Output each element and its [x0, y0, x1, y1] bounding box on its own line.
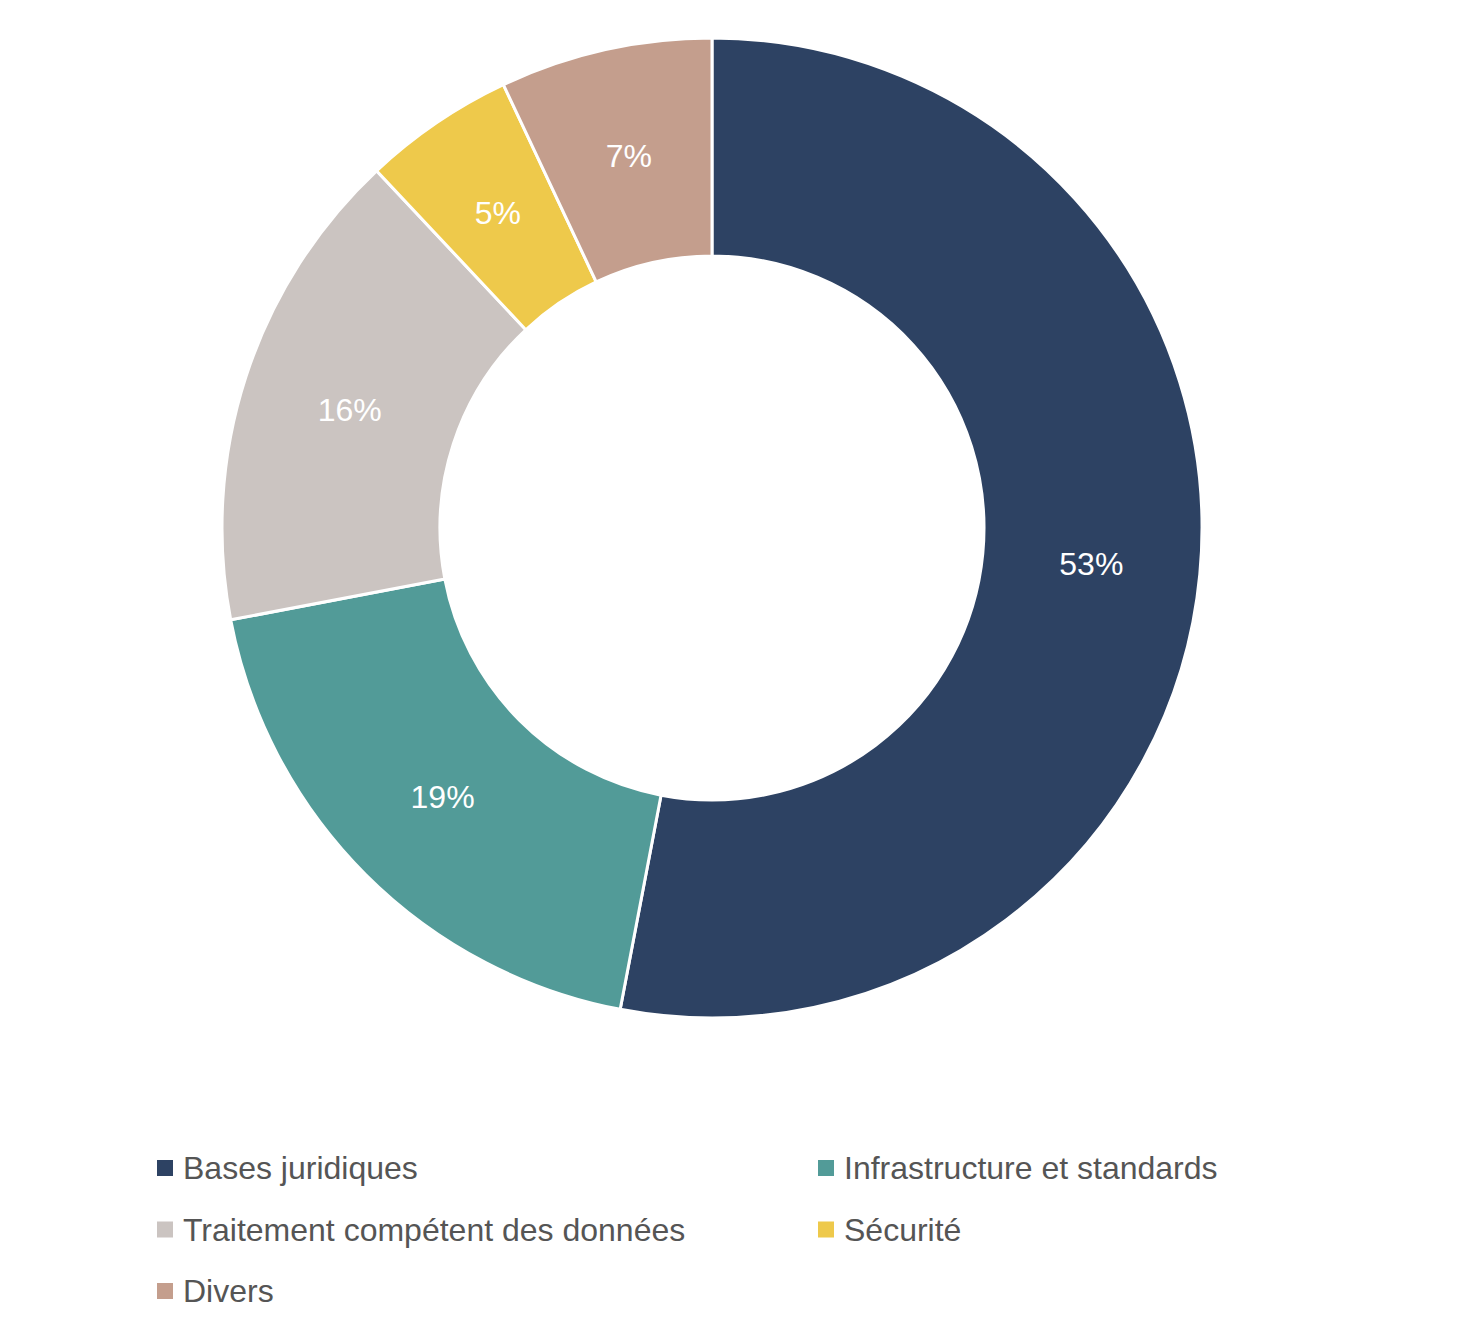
data-label: 19%	[411, 779, 475, 815]
legend-swatch	[818, 1222, 834, 1238]
legend-swatch	[157, 1160, 173, 1176]
slice	[231, 579, 661, 1009]
slice	[503, 38, 712, 282]
legend-item: Traitement compétent des données	[157, 1212, 685, 1248]
legend-item: Sécurité	[818, 1212, 961, 1248]
data-label: 53%	[1059, 546, 1123, 582]
legend-label: Infrastructure et standards	[844, 1150, 1218, 1186]
data-label: 7%	[606, 138, 652, 174]
legend-label: Bases juridiques	[183, 1150, 418, 1186]
donut: 53% 19% 16% 5% 7%	[222, 38, 1202, 1018]
data-label: 5%	[475, 195, 521, 231]
legend-swatch	[818, 1160, 834, 1176]
legend-label: Divers	[183, 1273, 274, 1309]
legend-swatch	[157, 1222, 173, 1238]
legend: Bases juridiques Infrastructure et standa…	[157, 1150, 1218, 1309]
legend-label: Sécurité	[844, 1212, 961, 1248]
legend-item: Infrastructure et standards	[818, 1150, 1218, 1186]
legend-item: Divers	[157, 1273, 274, 1309]
chart: 53% 19% 16% 5% 7% Bases juridiques Infrastruct…	[0, 0, 1478, 1322]
legend-item: Bases juridiques	[157, 1150, 418, 1186]
legend-label: Traitement compétent des données	[183, 1212, 685, 1248]
legend-swatch	[157, 1283, 173, 1299]
data-label: 16%	[318, 392, 382, 428]
